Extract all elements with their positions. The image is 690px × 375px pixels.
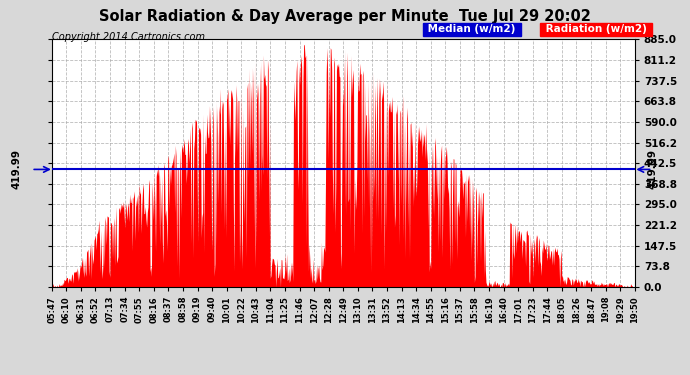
Text: Copyright 2014 Cartronics.com: Copyright 2014 Cartronics.com	[52, 32, 205, 42]
Text: 419.99: 419.99	[12, 149, 22, 189]
Text: Radiation (w/m2): Radiation (w/m2)	[542, 24, 650, 34]
Text: Solar Radiation & Day Average per Minute  Tue Jul 29 20:02: Solar Radiation & Day Average per Minute…	[99, 9, 591, 24]
Text: Median (w/m2): Median (w/m2)	[424, 24, 520, 34]
Text: 419.99: 419.99	[647, 149, 658, 189]
